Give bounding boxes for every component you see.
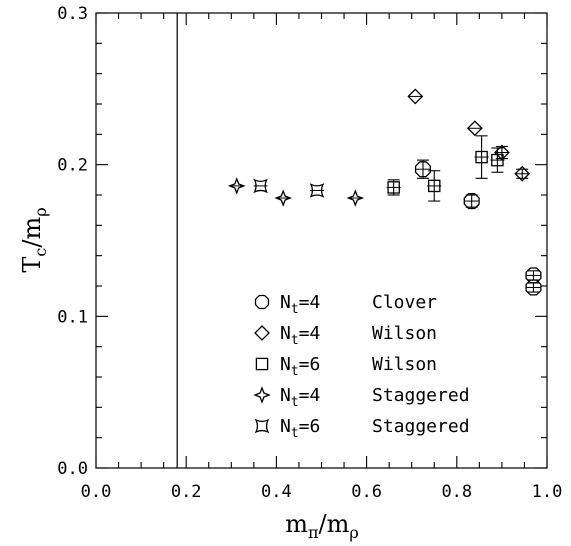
series-star4 [227, 177, 365, 207]
octagon-marker [414, 161, 432, 178]
star4-marker [227, 177, 246, 195]
legend-label: Nt=4 [280, 385, 320, 410]
legend-star4-icon [253, 386, 271, 404]
star4-marker [274, 189, 292, 207]
square-marker [387, 181, 400, 194]
data-point [525, 279, 542, 296]
x-tick-label: 0.6 [351, 482, 382, 502]
legend-series-name: Staggered [372, 385, 470, 406]
data-point [427, 170, 442, 202]
series-square [386, 135, 505, 202]
legend-item: Nt=4 Clover [254, 292, 437, 317]
data-point [514, 165, 531, 182]
series-concave-square [253, 178, 325, 198]
square-marker [427, 179, 441, 193]
data-point [253, 178, 268, 194]
legend: Nt=4 Clover Nt=4 Wilson Nt=6 Wilson Nt=4 Stagge… [253, 292, 470, 441]
x-tick-label: 0.8 [441, 482, 472, 502]
data-point [346, 189, 365, 207]
legend-series-name: Wilson [372, 354, 437, 375]
data-point [407, 88, 424, 105]
data-point [309, 183, 325, 198]
legend-item: Nt=6 Staggered [254, 416, 470, 441]
data-point [414, 159, 432, 179]
concave-square-marker [309, 183, 325, 198]
legend-square-icon [255, 357, 269, 371]
x-tick-label: 0.0 [81, 482, 112, 502]
data-point [227, 177, 246, 195]
legend-series-name: Clover [372, 292, 437, 313]
diamond-marker [466, 120, 483, 137]
y-tick-label: 0.1 [57, 307, 88, 327]
legend-label: Nt=4 [280, 323, 320, 348]
data-point [466, 120, 483, 137]
square-marker [475, 150, 488, 164]
data-points [227, 88, 542, 296]
legend-label: Nt=6 [280, 354, 320, 379]
square-marker [491, 153, 504, 167]
legend-concave-square-icon [254, 418, 270, 434]
diamond-marker [407, 88, 424, 105]
legend-item: Nt=4 Staggered [253, 385, 470, 410]
axis-ticks [95, 12, 548, 469]
legend-diamond-icon [254, 325, 270, 341]
y-axis-label: Tc/mρ [18, 207, 50, 272]
data-point [463, 193, 480, 210]
octagon-marker [463, 193, 480, 210]
y-tick-label: 0.3 [57, 4, 88, 24]
legend-series-name: Staggered [372, 416, 470, 437]
x-tick-label: 1.0 [532, 482, 563, 502]
y-tick-label: 0.2 [57, 156, 88, 176]
legend-label: Nt=4 [280, 292, 320, 317]
tick-labels: 0.0 0.2 0.4 0.6 0.8 1.0 0.0 0.1 0.2 0.3 [57, 4, 562, 502]
y-tick-label: 0.0 [57, 459, 88, 479]
concave-square-marker [253, 178, 268, 194]
data-point [386, 179, 401, 196]
data-point [490, 147, 505, 173]
x-tick-label: 0.4 [261, 482, 292, 502]
series-octagon [414, 159, 542, 296]
octagon-marker [525, 279, 542, 296]
series-diamond [407, 88, 531, 182]
plot-frame [95, 12, 548, 469]
legend-label: Nt=6 [280, 416, 320, 441]
legend-octagon-icon [254, 294, 270, 310]
legend-series-name: Wilson [372, 323, 437, 344]
data-point [274, 189, 292, 207]
legend-item: Nt=4 Wilson [254, 323, 437, 348]
x-axis-label: mπ/mρ [285, 510, 359, 542]
data-point [474, 135, 489, 179]
diamond-marker [514, 165, 531, 182]
legend-item: Nt=6 Wilson [255, 354, 437, 379]
star4-marker [346, 189, 365, 207]
x-tick-label: 0.2 [171, 482, 202, 502]
